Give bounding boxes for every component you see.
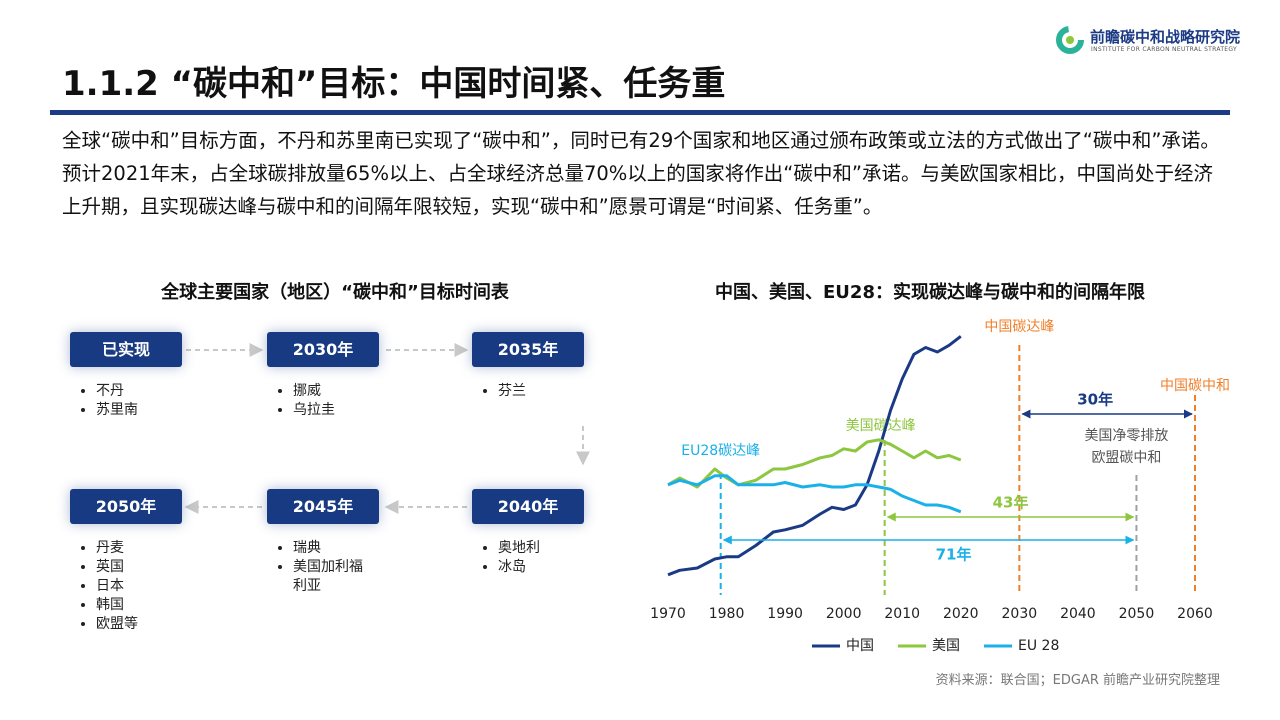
item: 英国 bbox=[96, 558, 166, 577]
x-tick-label: 2000 bbox=[826, 606, 862, 622]
stage-box: 2045年 bbox=[267, 489, 379, 524]
legend-label: EU 28 bbox=[1018, 638, 1059, 654]
item: 乌拉圭 bbox=[293, 401, 363, 420]
x-tick-label: 1980 bbox=[709, 606, 745, 622]
item: 瑞典 bbox=[293, 539, 363, 558]
marker-label: 美国碳达峰 bbox=[846, 418, 916, 434]
stage-box: 2035年 bbox=[472, 332, 584, 367]
x-tick-label: 2060 bbox=[1177, 606, 1213, 622]
item: 欧盟等 bbox=[96, 615, 166, 634]
series-line bbox=[667, 474, 962, 514]
x-tick-label: 2020 bbox=[943, 606, 979, 622]
item: 美国加利福利亚 bbox=[293, 558, 363, 596]
x-tick-label: 1970 bbox=[650, 606, 686, 622]
stage-box: 已实现 bbox=[70, 332, 182, 367]
stage-items: 丹麦英国日本韩国欧盟等 bbox=[78, 539, 166, 634]
item: 韩国 bbox=[96, 596, 166, 615]
line-chart: 1970 1980 1990 2000 2010 2020 2030 2040 2050 2060… bbox=[650, 319, 1230, 654]
stage-items: 瑞典美国加利福利亚 bbox=[275, 539, 363, 596]
intro-text: 全球“碳中和”目标方面，不丹和苏里南已实现了“碳中和”，同时已有29个国家和地区… bbox=[62, 129, 1220, 218]
page-title: 1.1.2 “碳中和”目标：中国时间紧、任务重 bbox=[62, 64, 726, 104]
item: 不丹 bbox=[96, 382, 166, 401]
item: 冰岛 bbox=[498, 558, 568, 577]
stage-items: 挪威乌拉圭 bbox=[275, 382, 363, 420]
item: 苏里南 bbox=[96, 401, 166, 420]
x-tick-label: 2010 bbox=[884, 606, 920, 622]
marker-label: 欧盟碳中和 bbox=[1091, 450, 1161, 466]
series-line bbox=[667, 335, 962, 577]
item: 丹麦 bbox=[96, 539, 166, 558]
item: 奥地利 bbox=[498, 539, 568, 558]
span-label: 30年 bbox=[1077, 391, 1113, 409]
x-tick-label: 2040 bbox=[1060, 606, 1096, 622]
stage-items: 不丹苏里南 bbox=[78, 382, 166, 420]
item: 芬兰 bbox=[498, 382, 568, 401]
chart-title: 中国、美国、EU28：实现碳达峰与碳中和的间隔年限 bbox=[715, 282, 1145, 303]
x-tick-label: 1990 bbox=[767, 606, 803, 622]
legend-label: 中国 bbox=[846, 638, 874, 654]
marker-label: EU28碳达峰 bbox=[681, 443, 760, 459]
stage-box: 2050年 bbox=[70, 489, 182, 524]
span-label: 43年 bbox=[993, 494, 1029, 512]
logo-name: 前瞻碳中和战略研究院 bbox=[1090, 28, 1241, 46]
marker-label: 中国碳达峰 bbox=[984, 319, 1054, 335]
marker-label: 中国碳中和 bbox=[1160, 378, 1230, 394]
item: 日本 bbox=[96, 577, 166, 596]
legend-label: 美国 bbox=[932, 638, 960, 654]
timeline-title: 全球主要国家（地区）“碳中和”目标时间表 bbox=[161, 282, 509, 303]
span-label: 71年 bbox=[936, 546, 972, 564]
x-tick-label: 2050 bbox=[1119, 606, 1155, 622]
source-note: 资料来源：联合国；EDGAR 前瞻产业研究院整理 bbox=[935, 673, 1220, 688]
logo-icon bbox=[1056, 26, 1084, 54]
stage-box: 2040年 bbox=[472, 489, 584, 524]
x-tick-label: 2030 bbox=[1002, 606, 1038, 622]
logo-subtitle: INSTITUTE FOR CARBON NEUTRAL STRATEGY bbox=[1091, 46, 1237, 53]
stage-items: 芬兰 bbox=[480, 382, 568, 401]
marker-label: 美国净零排放 bbox=[1084, 428, 1168, 444]
title-underline bbox=[50, 110, 1230, 115]
timeline-arrows bbox=[184, 343, 590, 514]
stage-items: 奥地利冰岛 bbox=[480, 539, 568, 577]
stage-box: 2030年 bbox=[267, 332, 379, 367]
item: 挪威 bbox=[293, 382, 363, 401]
